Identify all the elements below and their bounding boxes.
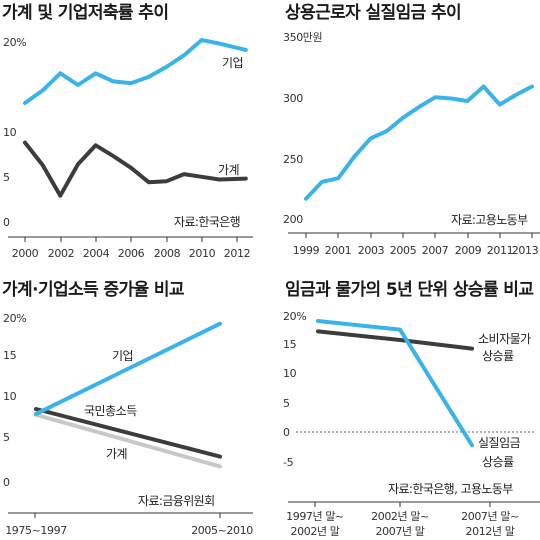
x-tick-label: 2012 xyxy=(224,247,250,260)
panel-income-growth: 가계·기업소득 증가율 비교 0 5 10 15 20% 1975~1997 2… xyxy=(2,280,254,537)
x-tick-label: 2010 xyxy=(189,247,216,260)
y-tick-label: 10 xyxy=(3,390,17,403)
series-line-corporate xyxy=(23,38,248,105)
y-tick-label: 5 xyxy=(3,431,10,444)
y-tick-labels: -5 0 5 10 15 20% xyxy=(283,310,307,469)
series-label-corporate: 기업 xyxy=(112,349,133,363)
series-label-cpi: 상승률 xyxy=(482,349,514,363)
x-tick-label: 2011 xyxy=(487,244,513,257)
x-tick-label: 2004 xyxy=(83,247,110,260)
series-label-cpi: 소비자물가 xyxy=(478,332,531,346)
x-tick-label: 1975~1997 xyxy=(5,524,67,537)
y-tick-labels: 0 5 10 15 20% xyxy=(3,312,27,489)
x-tick-label: 2007년 말 xyxy=(376,525,425,538)
series-label-real-wage: 실질임금 xyxy=(478,436,521,450)
chart-title: 가계·기업소득 증가율 비교 xyxy=(2,280,185,300)
chart-title: 가계 및 기업저축률 추이 xyxy=(2,3,168,23)
y-tick-label: 20% xyxy=(3,312,26,325)
x-axis-ticks xyxy=(24,237,238,242)
source-note: 자료:한국은행, 고용노동부 xyxy=(388,481,513,496)
x-axis-ticks xyxy=(305,233,533,238)
y-tick-labels: 0 5 10 20% xyxy=(3,36,27,229)
series-line-real-wage xyxy=(304,84,534,201)
x-tick-label: 2012년 말 xyxy=(466,525,515,538)
x-tick-label: 2005 xyxy=(390,244,417,257)
series-label-household: 가계 xyxy=(218,163,239,177)
source-note: 자료:금융위원회 xyxy=(138,494,215,508)
x-tick-label: 2003 xyxy=(358,244,385,257)
x-tick-label: 2001 xyxy=(325,244,351,257)
x-tick-label: 1999 xyxy=(293,244,320,257)
series-line-real-wage xyxy=(316,319,474,448)
series-label-real-wage: 상승률 xyxy=(482,455,514,469)
y-tick-label: -5 xyxy=(283,456,294,469)
x-tick-label: 2006 xyxy=(118,247,145,260)
series-line-cpi xyxy=(316,329,474,351)
x-tick-label: 2007 xyxy=(422,244,449,257)
source-note: 자료:한국은행 xyxy=(174,214,240,229)
x-tick-label: 2008 xyxy=(154,247,181,260)
chart-title: 임금과 물가의 5년 단위 상승률 비교 xyxy=(285,279,534,300)
series-label-gni: 국민총소득 xyxy=(84,404,137,418)
y-tick-label: 250 xyxy=(283,153,303,166)
series-line-gni xyxy=(34,407,222,459)
panel-real-wage: 상용근로자 실질임금 추이 200 250 300 350만원 1999 200… xyxy=(283,2,540,257)
x-tick-labels: 1999 2001 2003 2005 2007 2009 2011 2013 xyxy=(293,244,539,257)
panel-savings-rate: 가계 및 기업저축률 추이 0 5 10 20% 2000 2002 2004 … xyxy=(2,3,253,260)
y-tick-label: 15 xyxy=(3,349,17,362)
y-tick-label: 0 xyxy=(3,476,10,489)
series-line-corporate xyxy=(34,321,222,416)
series-label-household: 가계 xyxy=(106,447,127,461)
x-tick-label: 2013 xyxy=(512,244,539,257)
x-tick-label: 2000 xyxy=(12,247,39,260)
x-tick-label: 2002년 말 xyxy=(291,525,340,538)
y-tick-label: 350만원 xyxy=(283,31,322,44)
y-tick-label: 0 xyxy=(283,426,290,439)
chart-title: 상용근로자 실질임금 추이 xyxy=(285,2,461,23)
source-note: 자료:고용노동부 xyxy=(451,213,528,227)
y-tick-label: 15 xyxy=(283,338,297,351)
x-tick-label: 2005~2010 xyxy=(191,524,253,537)
x-tick-labels: 2000 2002 2004 2006 2008 2010 2012 xyxy=(12,247,251,260)
y-tick-label: 0 xyxy=(3,216,10,229)
y-tick-label: 300 xyxy=(283,92,303,105)
x-tick-label: 2007년 말~ xyxy=(461,510,519,523)
y-tick-label: 5 xyxy=(283,397,290,410)
x-tick-label: 1997년 말~ xyxy=(286,510,344,523)
series-label-corporate: 기업 xyxy=(222,56,243,70)
x-tick-label: 2002년 말~ xyxy=(371,510,429,523)
y-tick-label: 20% xyxy=(3,36,26,49)
y-tick-label: 20% xyxy=(283,310,306,323)
y-tick-label: 5 xyxy=(3,171,10,184)
x-tick-label: 2009 xyxy=(455,244,482,257)
series-line-household xyxy=(23,140,248,198)
panel-wage-vs-price: 임금과 물가의 5년 단위 상승률 비교 -5 0 5 10 15 20% 19… xyxy=(283,279,540,538)
y-tick-labels: 200 250 300 350만원 xyxy=(283,31,323,226)
y-tick-label: 10 xyxy=(3,126,17,139)
y-tick-label: 10 xyxy=(283,367,297,380)
series-line-household xyxy=(34,412,222,469)
x-tick-labels: 1997년 말~ 2002년 말 2002년 말~ 2007년 말 2007년 … xyxy=(286,510,519,538)
y-tick-label: 200 xyxy=(283,213,303,226)
x-tick-label: 2002 xyxy=(48,247,74,260)
